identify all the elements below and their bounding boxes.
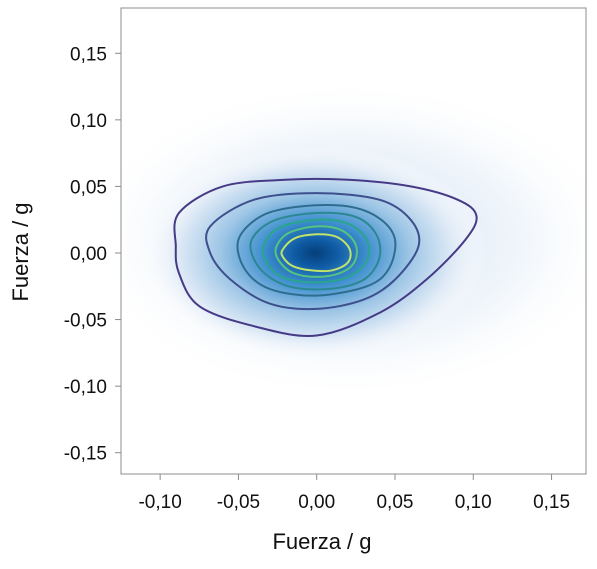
contour-level-7 bbox=[280, 233, 352, 273]
contour-level-3 bbox=[236, 204, 397, 297]
x-tick-label: -0,05 bbox=[217, 492, 260, 513]
y-axis-title: Fuerza / g bbox=[8, 202, 33, 301]
y-axis: -0,15 -0,10 -0,05 0,00 0,05 0,10 0,15 bbox=[64, 44, 121, 465]
x-tick-label: 0,00 bbox=[298, 492, 335, 513]
y-tick-label: 0,00 bbox=[70, 244, 107, 265]
x-tick-label: 0,15 bbox=[533, 492, 570, 513]
x-tick-label: -0,10 bbox=[138, 492, 181, 513]
plot-area bbox=[120, 7, 587, 475]
y-tick-label: -0,15 bbox=[64, 444, 107, 465]
y-tick-label: 0,10 bbox=[70, 111, 107, 132]
contour-level-4 bbox=[249, 211, 382, 291]
plot-frame bbox=[120, 7, 587, 475]
x-tick-label: 0,05 bbox=[376, 492, 413, 513]
x-tick-label: 0,10 bbox=[455, 492, 492, 513]
y-tick-label: 0,05 bbox=[70, 177, 107, 198]
contour-level-5 bbox=[261, 218, 371, 284]
x-axis-title: Fuerza / g bbox=[272, 529, 371, 554]
y-tick-label: -0,10 bbox=[64, 377, 107, 398]
contour-level-1 bbox=[173, 177, 478, 337]
y-tick-label: -0,05 bbox=[64, 311, 107, 332]
contour-level-6 bbox=[274, 225, 358, 278]
y-tick-label: 0,15 bbox=[70, 44, 107, 65]
contour-lines bbox=[173, 177, 478, 337]
contour-level-2 bbox=[205, 192, 421, 311]
x-axis: -0,10 -0,05 0,00 0,05 0,10 0,15 bbox=[138, 474, 570, 513]
